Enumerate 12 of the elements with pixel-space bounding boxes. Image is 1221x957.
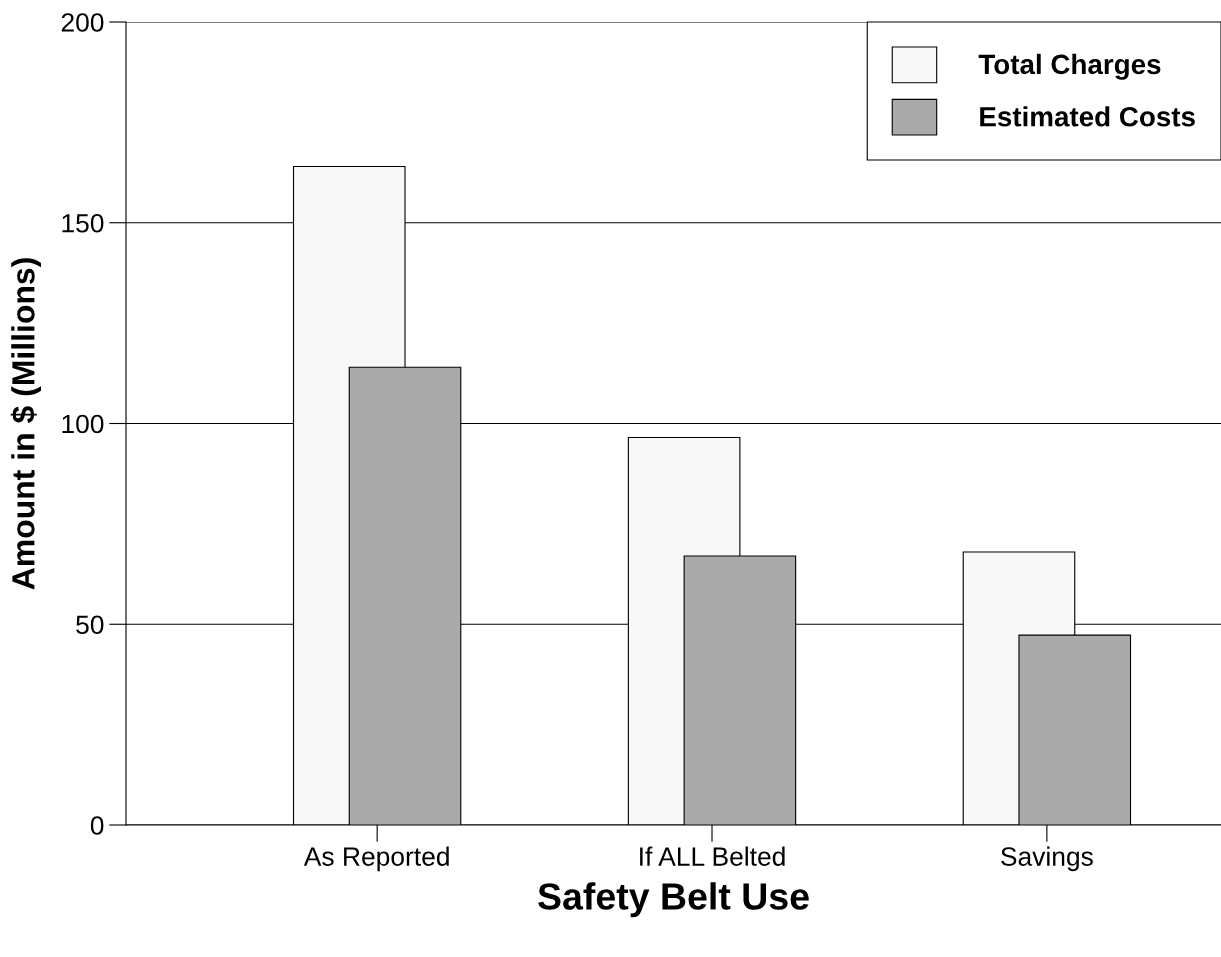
x-tick-label: Savings bbox=[1001, 846, 1093, 872]
y-tick-label: 200 bbox=[61, 13, 104, 32]
x-axis-title: Safety Belt Use bbox=[538, 882, 809, 918]
y-tick-label: 50 bbox=[76, 615, 104, 635]
x-tick-label: As Reported bbox=[303, 846, 449, 872]
y-tick-label: 150 bbox=[62, 213, 104, 233]
y-tick-label: 0 bbox=[90, 816, 104, 835]
y-tick-label: 100 bbox=[62, 414, 104, 434]
legend-label: Total Charges bbox=[978, 53, 1161, 80]
legend-label: Estimated Costs bbox=[980, 106, 1195, 127]
x-tick-label: If ALL Belted bbox=[640, 846, 785, 866]
y-axis-title: Amount in $ (Millions) bbox=[10, 258, 41, 590]
